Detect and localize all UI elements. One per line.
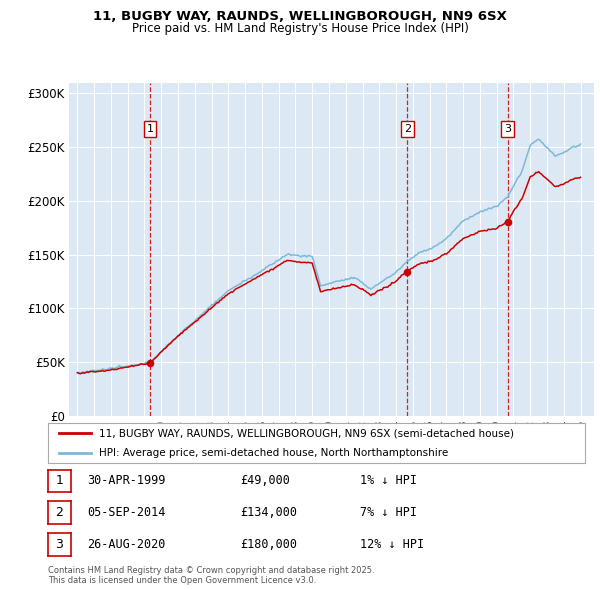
Text: 3: 3 — [504, 124, 511, 135]
Text: HPI: Average price, semi-detached house, North Northamptonshire: HPI: Average price, semi-detached house,… — [99, 448, 448, 458]
Text: Price paid vs. HM Land Registry's House Price Index (HPI): Price paid vs. HM Land Registry's House … — [131, 22, 469, 35]
Text: 2: 2 — [55, 506, 64, 519]
Text: £134,000: £134,000 — [240, 506, 297, 519]
Text: 12% ↓ HPI: 12% ↓ HPI — [360, 538, 424, 551]
Text: 05-SEP-2014: 05-SEP-2014 — [87, 506, 166, 519]
Text: 1: 1 — [146, 124, 154, 135]
Text: 1% ↓ HPI: 1% ↓ HPI — [360, 474, 417, 487]
Text: 2: 2 — [404, 124, 411, 135]
Text: 26-AUG-2020: 26-AUG-2020 — [87, 538, 166, 551]
Text: Contains HM Land Registry data © Crown copyright and database right 2025.
This d: Contains HM Land Registry data © Crown c… — [48, 566, 374, 585]
Text: 7% ↓ HPI: 7% ↓ HPI — [360, 506, 417, 519]
Text: 30-APR-1999: 30-APR-1999 — [87, 474, 166, 487]
Text: 1: 1 — [55, 474, 64, 487]
Text: 3: 3 — [55, 538, 64, 551]
Text: 11, BUGBY WAY, RAUNDS, WELLINGBOROUGH, NN9 6SX (semi-detached house): 11, BUGBY WAY, RAUNDS, WELLINGBOROUGH, N… — [99, 428, 514, 438]
Text: 11, BUGBY WAY, RAUNDS, WELLINGBOROUGH, NN9 6SX: 11, BUGBY WAY, RAUNDS, WELLINGBOROUGH, N… — [93, 10, 507, 23]
Text: £180,000: £180,000 — [240, 538, 297, 551]
Text: £49,000: £49,000 — [240, 474, 290, 487]
